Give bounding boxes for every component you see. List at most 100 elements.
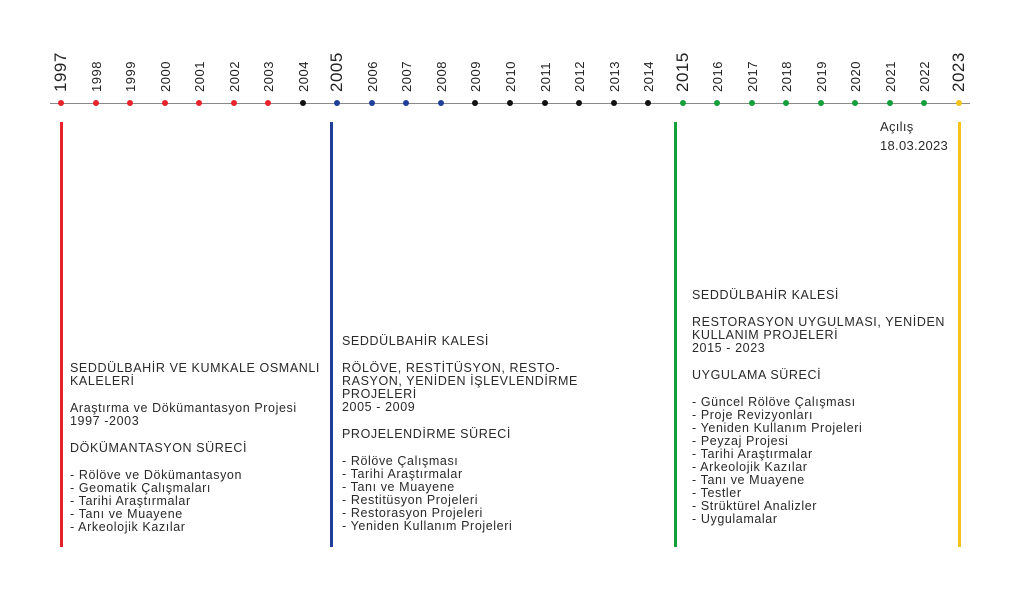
year-label: 2015 [672, 52, 692, 92]
year-label: 2023 [949, 52, 968, 92]
year-dot [817, 100, 824, 106]
year-dot [368, 100, 375, 106]
phase-task-item: - Proje Revizyonları [692, 408, 814, 422]
phase-task-item: - Arkeolojik Kazılar [692, 460, 808, 474]
year-dot [299, 100, 306, 106]
phase-task-item: - Tanı ve Muayene [70, 507, 183, 521]
year-dot [541, 100, 548, 106]
phase-line-design [330, 122, 333, 547]
year-dot [161, 100, 168, 106]
phase-project: RÖLÖVE, RESTİTÜSYON, RESTO- [342, 361, 561, 375]
year-label: 2010 [503, 61, 518, 92]
year-label: 2008 [433, 61, 449, 92]
phase-task-item: - Rölöve Çalışması [342, 454, 459, 468]
year-dot [783, 100, 790, 106]
phase-project: KULLANIM PROJELERİ [692, 328, 839, 342]
phase-line-documentation [60, 122, 63, 547]
year-label: 2000 [157, 61, 173, 92]
phase-task-item: - Geomatik Çalışmaları [70, 481, 212, 495]
year-dot [196, 100, 203, 106]
phase-task-item: - Peyzaj Projesi [692, 434, 789, 448]
opening-title: Açılış [880, 119, 914, 134]
phase-task-item: - Tarihi Araştırmalar [692, 447, 813, 461]
year-label: 1998 [88, 61, 104, 92]
year-dot [748, 100, 755, 106]
year-label: 2017 [744, 61, 760, 92]
phase-title: KALELERİ [70, 374, 135, 388]
year-label: 2003 [261, 61, 277, 92]
year-dot [507, 100, 513, 106]
phase-title: SEDDÜLBAHİR VE KUMKALE OSMANLI [70, 361, 321, 375]
phase-task-item: - Tarihi Araştırmalar [342, 467, 463, 481]
year-dot [956, 100, 962, 106]
phase-project: 1997 -2003 [70, 414, 140, 428]
year-dot [576, 100, 583, 106]
year-dot [127, 100, 134, 106]
year-label: 2013 [606, 61, 622, 92]
year-label: 2007 [399, 61, 415, 92]
year-label: 2022 [917, 61, 933, 92]
year-label: 1999 [123, 61, 139, 92]
phase-line-implementation [674, 122, 677, 547]
year-dot [610, 100, 617, 106]
phase-project: RESTORASYON UYGULMASI, YENİDEN [692, 315, 946, 329]
phase-documentation-text: SEDDÜLBAHİR VE KUMKALE OSMANLI KALELERİ Ar… [70, 362, 320, 534]
phase-process-heading: UYGULAMA SÜRECİ [692, 368, 822, 382]
year-dot [645, 100, 652, 106]
phase-task-item: - Testler [692, 486, 742, 500]
phase-project: Araştırma ve Dökümantasyon Projesi [70, 401, 297, 415]
phase-task-item: - Tarihi Araştırmalar [70, 494, 191, 508]
phase-title: SEDDÜLBAHİR KALESİ [692, 288, 839, 302]
year-dot [230, 100, 237, 106]
phase-project: 2005 - 2009 [342, 400, 416, 414]
phase-process-heading: DÖKÜMANTASYON SÜRECİ [70, 441, 248, 455]
year-dot [472, 100, 479, 106]
year-label: 2018 [779, 61, 795, 92]
opening-date: 18.03.2023 [880, 138, 949, 153]
phase-title: SEDDÜLBAHİR KALESİ [342, 334, 489, 348]
phase-task-item: - Yeniden Kullanım Projeleri [692, 421, 863, 435]
phase-task-item: - Restorasyon Projeleri [342, 506, 483, 520]
year-label: 2001 [192, 61, 208, 92]
year-dot [403, 100, 410, 106]
year-label: 2019 [813, 61, 829, 92]
phase-design-text: SEDDÜLBAHİR KALESİ RÖLÖVE, RESTİTÜSYON, R… [342, 335, 578, 533]
year-dot [265, 100, 272, 106]
phase-task-item: - Yeniden Kullanım Projeleri [342, 519, 513, 533]
year-dot [58, 100, 64, 106]
phase-task-item: - Uygulamalar [692, 512, 778, 526]
phase-task-item: - Güncel Rölöve Çalışması [692, 395, 856, 409]
opening-label: Açılış 18.03.2023 [880, 117, 948, 155]
year-label: 2009 [468, 61, 484, 92]
phase-implementation-text: SEDDÜLBAHİR KALESİ RESTORASYON UYGULMASI,… [692, 289, 945, 526]
year-dot [921, 100, 928, 106]
year-dot [886, 100, 893, 106]
year-label: 2012 [572, 61, 588, 92]
year-label: 2020 [848, 61, 864, 92]
year-label: 2011 [537, 62, 553, 92]
phase-task-item: - Tanı ve Muayene [342, 480, 455, 494]
year-dot [92, 100, 99, 106]
year-dot [679, 100, 686, 106]
year-dot [334, 100, 341, 106]
phase-task-item: - Arkeolojik Kazılar [70, 520, 186, 534]
phase-project: 2015 - 2023 [692, 341, 766, 355]
year-dot [852, 100, 859, 106]
phase-task-item: - Restitüsyon Projeleri [342, 493, 479, 507]
phase-line-opening [958, 122, 961, 547]
year-label: 2004 [295, 61, 311, 92]
phase-process-heading: PROJELENDİRME SÜRECİ [342, 427, 511, 441]
phase-project: RASYON, YENİDEN İŞLEVLENDİRME [342, 374, 578, 388]
year-dot [714, 100, 721, 106]
phase-task-item: - Strüktürel Analizler [692, 499, 818, 513]
year-label: 2005 [327, 52, 347, 92]
year-dot [437, 100, 444, 106]
phase-task-item: - Rölöve ve Dökümantasyon [70, 468, 243, 482]
phase-project: PROJELERİ [342, 387, 417, 401]
year-label: 2006 [364, 61, 380, 92]
year-label: 2016 [710, 61, 726, 92]
year-label: 2014 [641, 61, 657, 92]
phase-task-item: - Tanı ve Muayene [692, 473, 805, 487]
year-label: 2021 [882, 61, 898, 92]
